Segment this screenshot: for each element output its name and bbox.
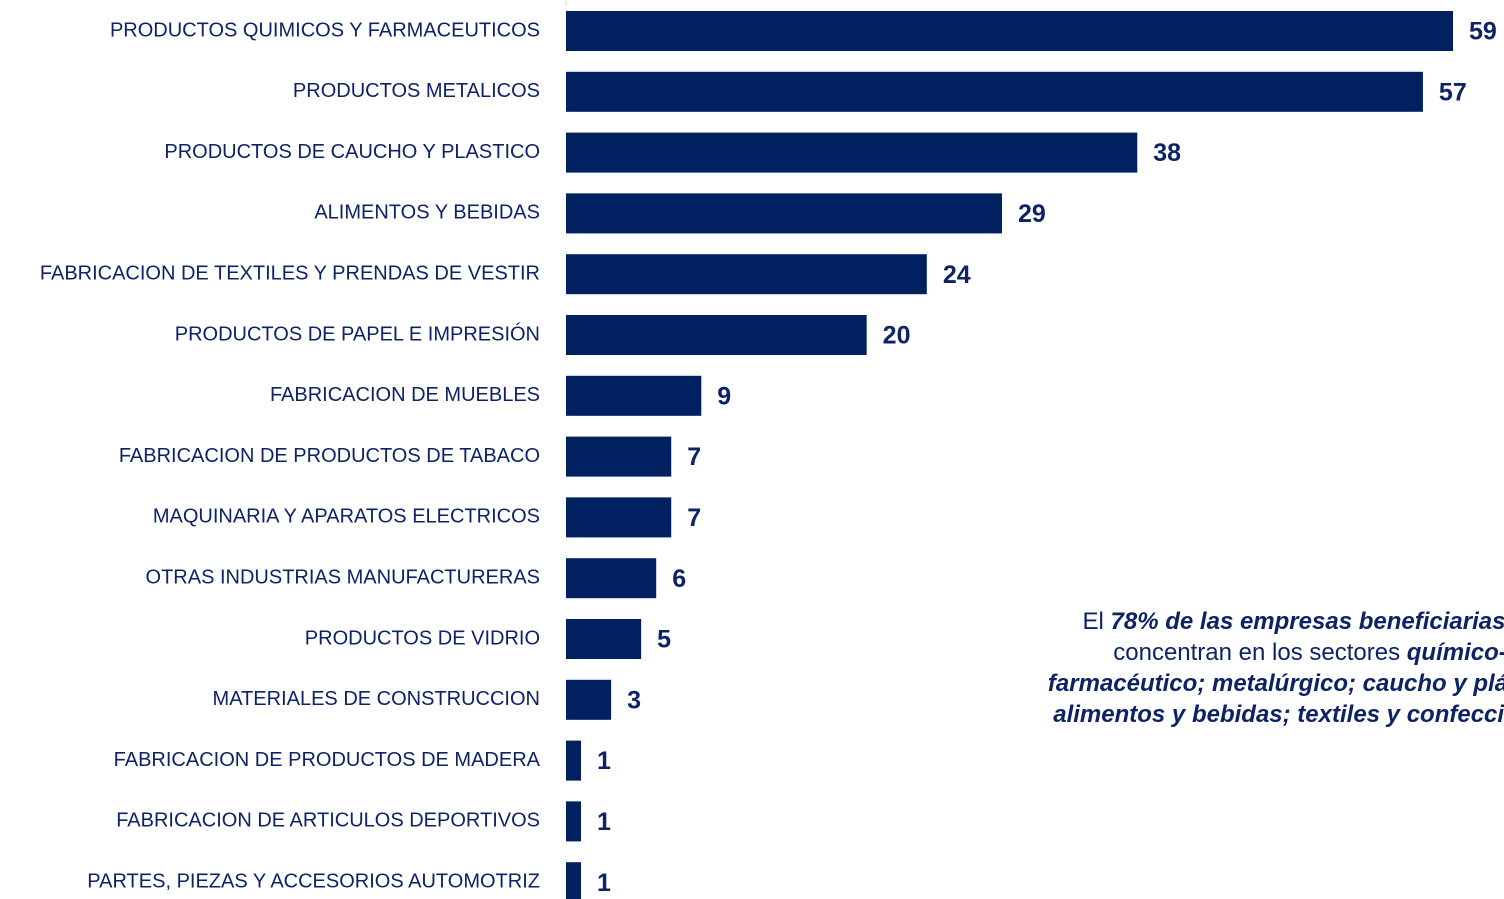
category-label: FABRICACION DE ARTICULOS DEPORTIVOS (116, 810, 540, 832)
bar (566, 436, 672, 477)
bar (566, 71, 1423, 112)
bar (566, 740, 582, 781)
bar (566, 11, 1453, 51)
value-label: 57 (1439, 78, 1467, 106)
value-label: 59 (1469, 18, 1497, 46)
annotation-text: se concentran en los sectores (1113, 639, 1401, 666)
value-label: 1 (597, 869, 611, 897)
category-label: PRODUCTOS DE CAUCHO Y PLASTICO (164, 141, 540, 163)
annotation: El 78% de las empresas beneficiarias se … (1045, 606, 1504, 730)
category-label: PRODUCTOS METALICOS (293, 80, 540, 102)
category-label: OTRAS INDUSTRIAS MANUFACTURERAS (146, 566, 540, 588)
annotation-emphasis: 78% de las empresas beneficiarias (1110, 608, 1504, 635)
value-label: 20 (883, 322, 911, 350)
value-label: 29 (1018, 200, 1046, 228)
value-label: 38 (1153, 139, 1181, 167)
category-label: FABRICACION DE MUEBLES (270, 384, 540, 406)
category-label: MATERIALES DE CONSTRUCCION (213, 688, 540, 710)
bar (566, 497, 672, 538)
category-label: PARTES, PIEZAS Y ACCESORIOS AUTOMOTRIZ (87, 870, 540, 892)
category-label: PRODUCTOS DE PAPEL E IMPRESIÓN (175, 322, 540, 345)
bar (566, 193, 1002, 234)
bar (566, 679, 612, 720)
category-label: PRODUCTOS QUIMICOS Y FARMACEUTICOS (110, 19, 540, 41)
value-label: 5 (657, 626, 671, 654)
annotation-text: El (1082, 608, 1111, 635)
value-label: 3 (627, 686, 641, 714)
bar (566, 254, 927, 295)
category-label: FABRICACION DE PRODUCTOS DE TABACO (119, 445, 540, 467)
value-label: 7 (687, 504, 701, 532)
bar (566, 862, 582, 899)
value-label: 1 (597, 808, 611, 836)
category-label: MAQUINARIA Y APARATOS ELECTRICOS (153, 506, 540, 528)
bar (566, 375, 702, 416)
category-label: ALIMENTOS Y BEBIDAS (314, 202, 540, 224)
value-label: 9 (717, 382, 731, 410)
bar (566, 315, 867, 355)
value-label: 24 (943, 261, 971, 289)
value-label: 1 (597, 747, 611, 775)
value-label: 6 (672, 565, 686, 593)
category-label: FABRICACION DE TEXTILES Y PRENDAS DE VES… (40, 262, 540, 284)
bar (566, 619, 642, 659)
category-label: FABRICACION DE PRODUCTOS DE MADERA (114, 749, 541, 771)
bar (566, 801, 582, 842)
category-label: PRODUCTOS DE VIDRIO (305, 627, 540, 649)
bar (566, 558, 657, 599)
annotation-emphasis: químico-farmacéutico; metalúrgico; cauch… (1047, 639, 1504, 728)
value-label: 7 (687, 443, 701, 471)
bar (566, 132, 1138, 173)
